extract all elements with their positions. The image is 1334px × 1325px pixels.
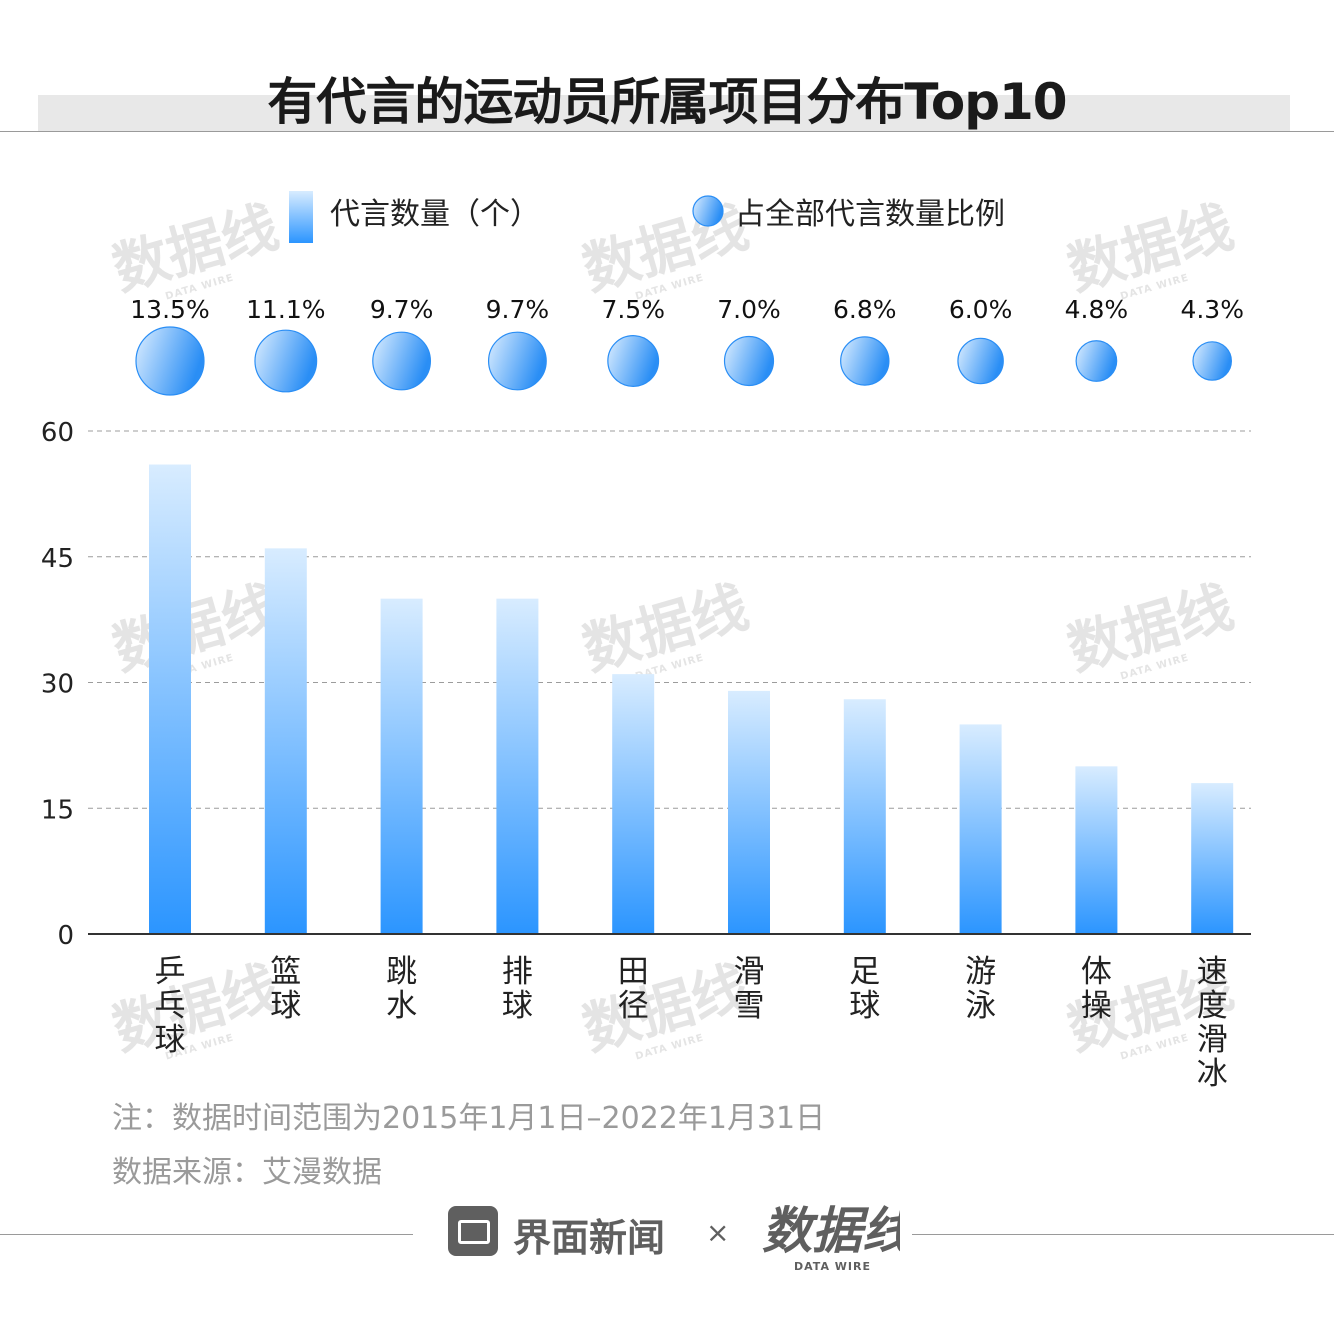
jiemian-brand: 界面新闻 — [513, 1216, 666, 1260]
ratio-label: 11.1% — [246, 295, 325, 324]
x-tick-label: 篮球 — [270, 954, 301, 1024]
x-tick-label: 排球 — [502, 954, 533, 1024]
title-divider — [0, 131, 1334, 132]
ratio-label: 6.0% — [949, 295, 1013, 324]
y-tick-label: 15 — [41, 795, 74, 825]
ratio-label: 4.3% — [1180, 295, 1244, 324]
x-tick-label: 滑雪 — [734, 954, 765, 1024]
footer-line-left — [0, 1234, 413, 1235]
x-tick-label: 足球 — [849, 954, 880, 1024]
legend-circle-swatch — [692, 195, 724, 227]
legend-bar-swatch — [289, 191, 313, 243]
y-tick-label: 30 — [41, 670, 74, 700]
ratio-label: 13.5% — [130, 295, 209, 324]
ratio-circle — [840, 336, 890, 386]
footer-line-right — [912, 1234, 1334, 1235]
bar — [612, 674, 655, 934]
ratio-label: 9.7% — [486, 295, 550, 324]
ratio-circle — [254, 329, 318, 393]
datawire-logo-icon: 数据线 DATA WIRE — [762, 1202, 900, 1273]
bar — [728, 690, 770, 934]
datawire-brand: 数据线 — [762, 1202, 900, 1260]
x-tick-label: 游泳 — [965, 954, 996, 1024]
x-tick-label: 跳水 — [386, 954, 417, 1024]
ratio-circle — [372, 331, 432, 391]
bar — [843, 699, 886, 934]
chart-title: 有代言的运动员所属项目分布Top10 — [267, 73, 1067, 131]
x-tick-label: 田径 — [618, 954, 649, 1024]
ratio-label: 4.8% — [1065, 295, 1129, 324]
x-tick-label: 体操 — [1081, 954, 1112, 1024]
legend-circle-label: 占全部代言数量比例 — [735, 197, 1005, 232]
ratio-circle — [1192, 341, 1232, 381]
bar — [1191, 783, 1234, 934]
bar — [149, 464, 191, 934]
note-text: 注：数据时间范围为2015年1月1日–2022年1月31日 — [112, 1101, 826, 1136]
y-tick-label: 45 — [41, 544, 74, 574]
jiemian-logo-icon — [448, 1206, 498, 1256]
ratio-label: 7.5% — [601, 295, 665, 324]
legend: 代言数量（个） 占全部代言数量比例 — [289, 191, 1005, 243]
bar — [264, 548, 307, 934]
ratio-circle — [607, 335, 660, 387]
title-band — [38, 95, 1290, 132]
x-tick-label: 速度滑冰 — [1197, 954, 1228, 1092]
ratio-circle — [135, 326, 205, 396]
y-tick-label: 0 — [57, 921, 74, 951]
ratio-circle — [723, 335, 775, 387]
legend-bar-label: 代言数量（个） — [330, 197, 540, 232]
ratio-label: 7.0% — [717, 295, 781, 324]
ratio-label: 9.7% — [370, 295, 434, 324]
bar — [1075, 766, 1118, 934]
axes: 0 15 30 45 60 乒乓球 篮球 跳水 排球 田径 滑雪 足球 游泳 体操 速度滑冰 — [41, 418, 1251, 1092]
ratio-circle — [957, 337, 1004, 385]
ratio-circle — [487, 331, 547, 391]
x-tick-label: 乒乓球 — [155, 954, 186, 1058]
ratio-circles: 13.5% 11.1% 9.7% 9.7% 7.5% 7.0% 6.8% 6.0% 4.8% 4.… — [130, 295, 1244, 396]
ratio-circle — [1075, 340, 1118, 382]
ratio-label: 6.8% — [833, 295, 897, 324]
bar — [959, 724, 1002, 934]
y-tick-label: 60 — [41, 418, 74, 448]
datawire-en: DATA WIRE — [794, 1260, 871, 1273]
source-text: 数据来源：艾漫数据 — [112, 1155, 382, 1190]
cross-mark: × — [706, 1216, 730, 1249]
bar-series — [149, 464, 1234, 934]
bar — [496, 598, 539, 934]
bar — [380, 598, 423, 934]
